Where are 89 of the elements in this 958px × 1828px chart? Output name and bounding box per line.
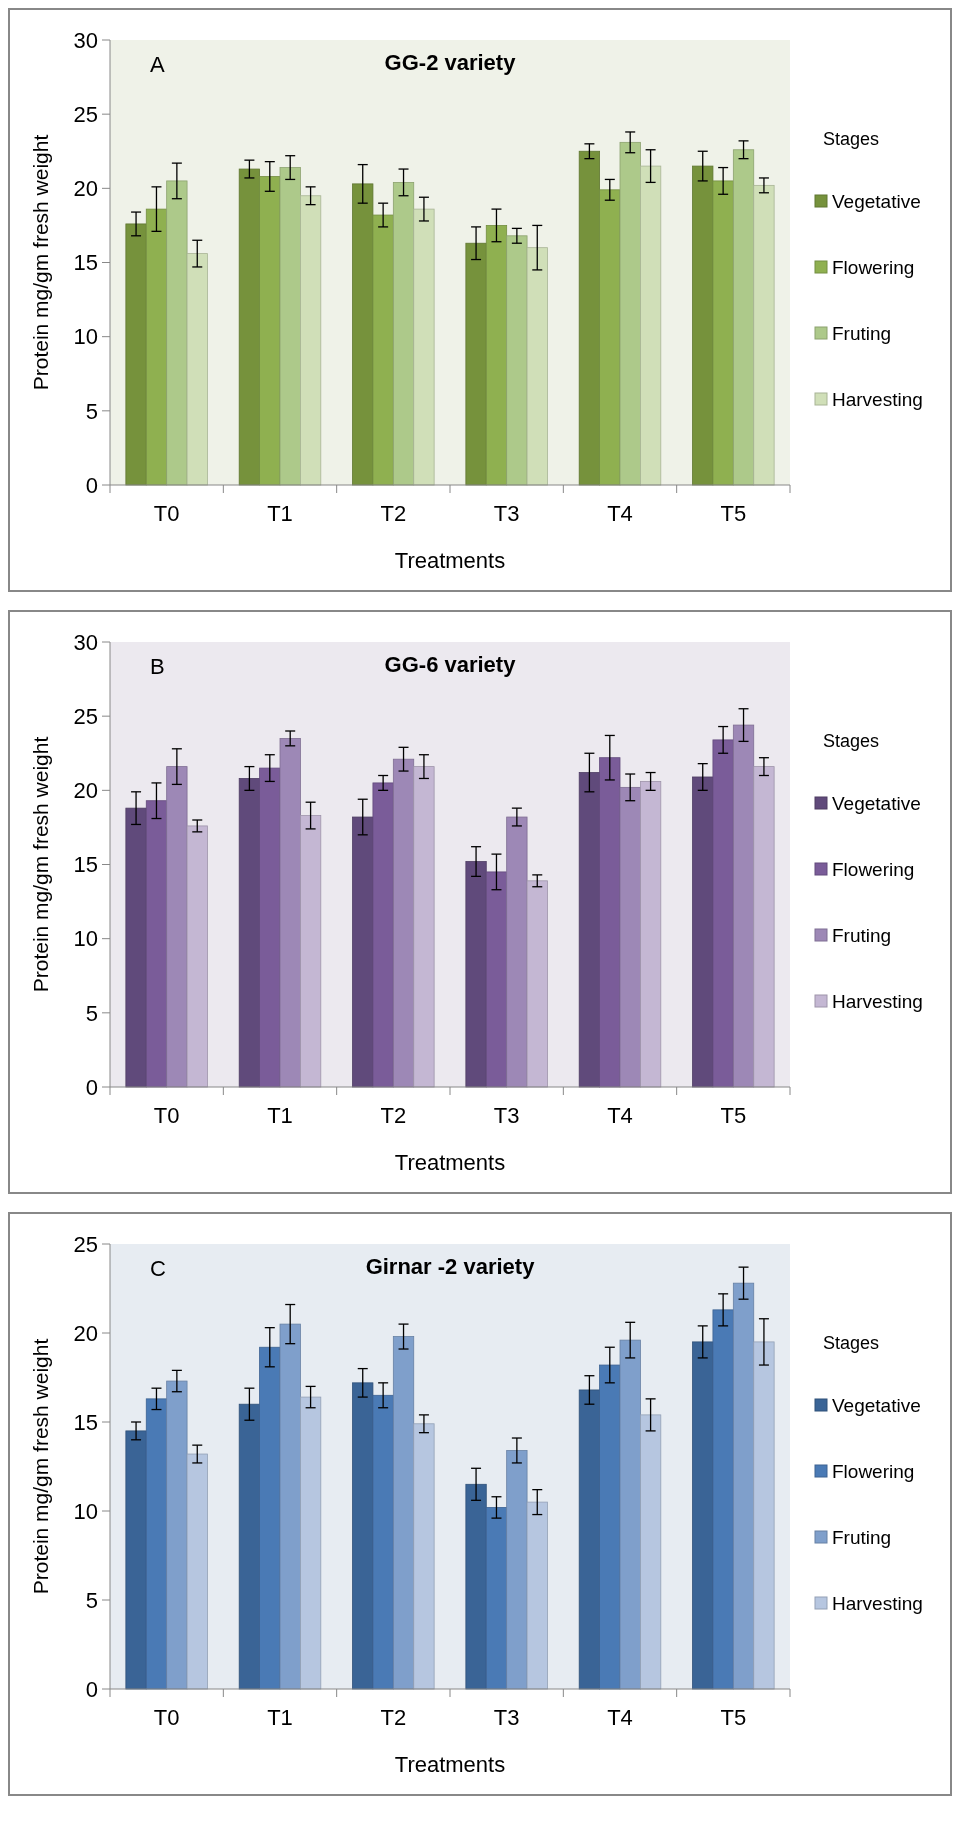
x-tick-label: T2 bbox=[380, 1103, 407, 1128]
y-tick-label: 20 bbox=[73, 778, 98, 804]
bar bbox=[619, 141, 641, 486]
y-tick-label: 0 bbox=[85, 1676, 98, 1702]
bar bbox=[392, 182, 415, 486]
bar bbox=[732, 149, 755, 486]
y-tick-label: 25 bbox=[73, 101, 98, 127]
x-tick-label: T1 bbox=[267, 501, 293, 526]
x-axis-title: Treatments bbox=[394, 1150, 506, 1175]
y-tick-label: 15 bbox=[73, 1409, 98, 1435]
bar bbox=[526, 1501, 548, 1690]
y-axis-title: Protein mg/gm fresh weight bbox=[29, 1338, 52, 1595]
y-tick-label: 10 bbox=[73, 926, 98, 952]
y-axis-title: Protein mg/gm fresh weight bbox=[29, 134, 52, 391]
bar bbox=[506, 235, 528, 486]
y-tick-label: 30 bbox=[73, 629, 98, 655]
legend-label: Flowering bbox=[832, 858, 915, 880]
y-tick-label: 15 bbox=[73, 250, 98, 276]
bar bbox=[186, 253, 208, 486]
bar bbox=[279, 167, 301, 486]
legend-title: Stages bbox=[823, 731, 880, 751]
text: Girnar -2 variety bbox=[365, 1254, 536, 1279]
legend-title: Stages bbox=[823, 129, 880, 149]
x-tick-label: T0 bbox=[153, 1103, 180, 1128]
y-tick-label: 5 bbox=[85, 1587, 98, 1613]
x-tick-label: T5 bbox=[720, 501, 747, 526]
x-tick-label: T3 bbox=[493, 1103, 520, 1128]
y-tick-label: 5 bbox=[85, 1000, 98, 1026]
y-tick-label: 20 bbox=[73, 176, 98, 202]
bar bbox=[526, 247, 548, 486]
y-tick-label: 20 bbox=[73, 1320, 98, 1346]
bar bbox=[732, 1282, 755, 1690]
bar bbox=[413, 1423, 435, 1690]
x-tick-label: T0 bbox=[153, 501, 180, 526]
bar bbox=[300, 195, 322, 486]
bar bbox=[166, 180, 188, 486]
annotation: C bbox=[150, 1256, 166, 1281]
bar bbox=[166, 1380, 188, 1690]
x-tick-label: T1 bbox=[267, 1705, 293, 1730]
y-tick-label: 0 bbox=[85, 472, 98, 498]
y-tick-label: 10 bbox=[73, 1498, 98, 1524]
y-tick-label: 5 bbox=[85, 398, 98, 424]
legend-label: Flowering bbox=[832, 1460, 915, 1482]
bar bbox=[186, 1453, 208, 1690]
y-tick-label: 10 bbox=[73, 324, 98, 350]
y-tick-label: 30 bbox=[73, 27, 98, 53]
bar bbox=[753, 1341, 775, 1690]
x-tick-label: T4 bbox=[607, 1705, 633, 1730]
bar bbox=[640, 165, 662, 486]
x-tick-label: T4 bbox=[607, 1103, 633, 1128]
y-tick-label: 0 bbox=[85, 1074, 98, 1100]
bar bbox=[506, 1450, 528, 1690]
legend-label: Vegetative bbox=[832, 190, 921, 212]
x-tick-label: T4 bbox=[607, 501, 633, 526]
x-tick-label: T3 bbox=[493, 1705, 520, 1730]
legend-label: Fruting bbox=[832, 924, 892, 946]
x-tick-label: T5 bbox=[720, 1705, 747, 1730]
bar bbox=[279, 1323, 301, 1690]
x-tick-label: T3 bbox=[493, 501, 520, 526]
legend-label: Harvesting bbox=[832, 990, 923, 1012]
legend-title: Stages bbox=[823, 1333, 880, 1353]
x-tick-label: T2 bbox=[380, 501, 407, 526]
y-tick-label: 25 bbox=[73, 703, 98, 729]
bar bbox=[300, 1396, 322, 1690]
y-tick-label: 15 bbox=[73, 852, 98, 878]
bar bbox=[753, 184, 775, 486]
bar bbox=[413, 208, 435, 486]
bar bbox=[640, 1414, 662, 1690]
y-tick-label: 25 bbox=[73, 1231, 98, 1257]
bar bbox=[392, 1336, 415, 1690]
legend-label: Vegetative bbox=[832, 1394, 921, 1416]
legend-label: Harvesting bbox=[832, 388, 923, 410]
bar bbox=[619, 1339, 641, 1690]
y-axis-title: Protein mg/gm fresh weight bbox=[29, 736, 52, 993]
x-tick-label: T0 bbox=[153, 1705, 180, 1730]
x-axis-title: Treatments bbox=[394, 1752, 506, 1777]
legend-label: Fruting bbox=[832, 322, 892, 344]
x-tick-label: T5 bbox=[720, 1103, 747, 1128]
legend-label: Harvesting bbox=[832, 1592, 923, 1614]
legend-label: Flowering bbox=[832, 256, 915, 278]
annotation: B bbox=[150, 654, 165, 679]
annotation: A bbox=[150, 52, 165, 77]
x-tick-label: T2 bbox=[380, 1705, 407, 1730]
x-tick-label: T1 bbox=[267, 1103, 293, 1128]
text: GG-6 variety bbox=[384, 652, 517, 677]
legend-label: Fruting bbox=[832, 1526, 892, 1548]
x-axis-title: Treatments bbox=[394, 548, 506, 573]
legend-label: Vegetative bbox=[832, 792, 921, 814]
text: GG-2 variety bbox=[384, 50, 517, 75]
